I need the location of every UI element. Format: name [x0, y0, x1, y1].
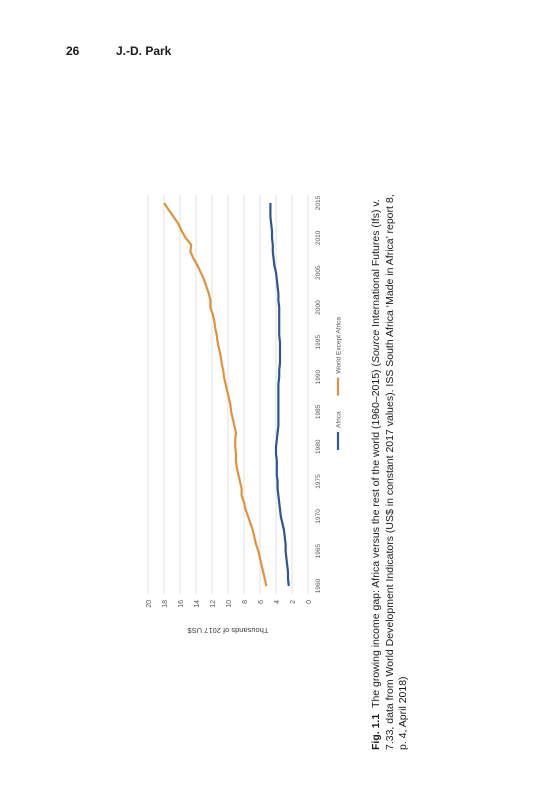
running-head-author: J.-D. Park: [116, 44, 172, 58]
page-number: 26: [66, 44, 80, 58]
x-tick-label: 1985: [315, 404, 322, 419]
y-tick-label: 14: [194, 600, 201, 608]
caption-line-1: Fig. 1.1 The growing income gap: Africa …: [370, 90, 384, 750]
y-tick-label: 4: [274, 600, 281, 604]
y-tick-label: 20: [146, 600, 153, 608]
legend-label: World Except Africa: [336, 317, 343, 374]
x-tick-label: 1965: [315, 544, 322, 559]
caption-text-a: The growing income gap: Africa versus th…: [370, 363, 382, 708]
x-tick-label: 2005: [315, 265, 322, 280]
y-tick-label: 16: [178, 600, 185, 608]
x-tick-label: 1995: [315, 335, 322, 350]
y-tick-label: 18: [162, 600, 169, 608]
legend-label: Africa: [336, 411, 343, 428]
caption-source-word: Source: [370, 329, 382, 364]
y-tick-label: 12: [210, 600, 217, 608]
y-tick-label: 10: [226, 600, 233, 608]
y-tick-label: 0: [306, 600, 313, 604]
caption-text-b: International Futures (Ifs) v.: [370, 199, 382, 330]
figure-caption: Fig. 1.1 The growing income gap: Africa …: [370, 90, 430, 750]
figure-chart: 0 2 4 6 8 10 12 14 16 18 20 1960 1965 1970 1975 1980 198…: [140, 180, 360, 640]
y-axis-label: Thousands of 2017 US$: [187, 626, 269, 635]
x-tick-label: 1980: [315, 439, 322, 454]
x-tick-label: 1960: [315, 578, 322, 593]
caption-line-2: 7.33, data from World Development Indica…: [383, 194, 396, 750]
y-tick-label: 8: [242, 600, 249, 604]
x-tick-label: 1975: [315, 474, 322, 489]
x-tick-label: 2015: [315, 195, 322, 210]
y-tick-label: 2: [290, 600, 297, 604]
x-tick-label: 2000: [315, 300, 322, 315]
caption-line-3: p. 4, April 2018): [397, 676, 409, 750]
y-tick-label: 6: [258, 600, 265, 604]
x-tick-label: 1970: [315, 509, 322, 524]
x-tick-label: 1990: [315, 369, 322, 384]
series-line-africa: [269, 203, 290, 587]
line-chart: 0 2 4 6 8 10 12 14 16 18 20 1960 1965 1970 1975 1980 198…: [146, 195, 343, 635]
series-line-world-except-africa: [163, 202, 268, 587]
figure-label: Fig. 1.1: [370, 713, 382, 750]
x-tick-label: 2010: [315, 230, 322, 245]
